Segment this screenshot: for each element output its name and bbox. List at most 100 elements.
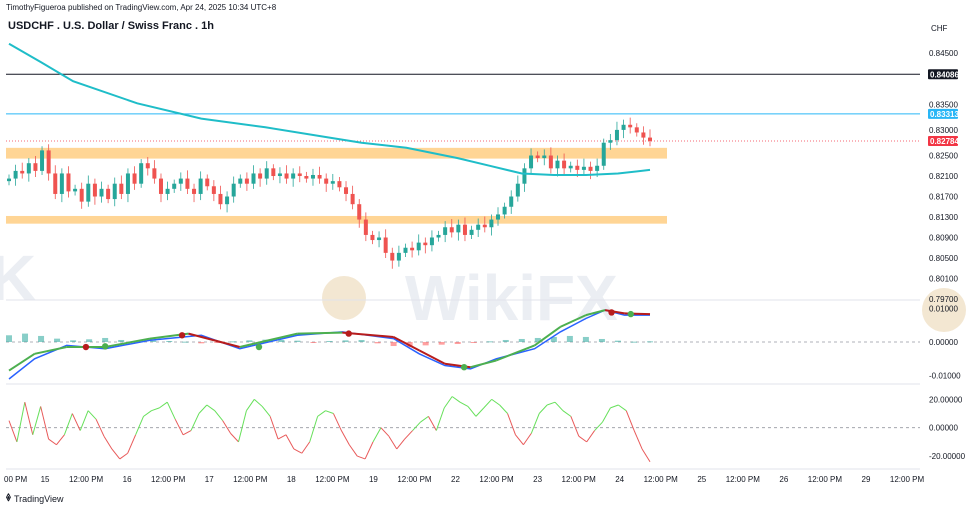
oscillator-segment	[151, 407, 160, 412]
moving-average-line	[8, 42, 651, 176]
oscillator-segment	[538, 404, 548, 414]
oscillator-segment	[459, 401, 469, 407]
tradingview-footer[interactable]: 🞠 TradingView	[6, 493, 64, 504]
macd-line	[8, 309, 650, 380]
oscillator-segment	[451, 396, 461, 403]
macd-histogram-bar	[118, 339, 125, 342]
oscillator-segment	[554, 401, 564, 412]
time-axis-tick: 15	[41, 475, 50, 484]
candle	[40, 146, 45, 175]
candle	[277, 167, 282, 184]
oscillator-segment	[475, 407, 485, 417]
candle	[244, 172, 249, 191]
oscillator-segment	[594, 421, 603, 431]
macd-signal-segment	[239, 332, 298, 348]
macd-histogram-bar	[246, 340, 253, 342]
macd-signal-segment	[559, 314, 587, 328]
time-axis-tick: 12:00 PM	[726, 475, 761, 484]
macd-histogram-bar	[182, 341, 189, 343]
candle	[423, 237, 428, 254]
oscillator-segment	[317, 410, 326, 417]
currency-label: CHF	[931, 24, 948, 33]
oscillator-segment	[348, 444, 358, 457]
time-axis: 00 PM 15 12:00 PM 16 12:00 PM 17 12:00 PM 18 12:…	[4, 468, 925, 484]
candle	[211, 180, 216, 202]
oscillator-segment	[618, 404, 627, 412]
time-axis-tick: 12:00 PM	[808, 475, 843, 484]
macd-signal-segment	[104, 337, 151, 348]
candle	[436, 230, 441, 242]
oscillator-segment	[507, 413, 516, 435]
candle	[363, 212, 368, 242]
candle	[337, 177, 342, 192]
macd-signal-segment	[418, 349, 446, 365]
candle	[132, 166, 137, 190]
oscillator-segment	[562, 410, 572, 417]
oscillator-segment	[396, 438, 406, 450]
support-resistance-zone	[6, 147, 667, 159]
oscillator-segment	[214, 410, 224, 421]
macd-histogram-bar	[198, 342, 205, 344]
time-axis-tick: 12:00 PM	[644, 475, 679, 484]
candle	[73, 184, 78, 196]
time-axis-tick: 12:00 PM	[69, 475, 104, 484]
candle	[20, 162, 25, 179]
candle	[489, 214, 494, 236]
macd-histogram-bar	[214, 342, 221, 344]
oscillator-segment	[641, 448, 651, 463]
candle	[59, 168, 64, 203]
oscillator-segment	[515, 434, 524, 446]
oscillator-segment	[325, 410, 334, 414]
time-axis-tick: 24	[615, 475, 624, 484]
oscillator-segment	[48, 438, 57, 446]
oscillator-axis-tick: -20.00000	[929, 452, 966, 461]
candle	[383, 229, 388, 258]
oscillator-segment	[63, 413, 73, 435]
macd-histogram-bar	[326, 340, 333, 342]
candle	[251, 165, 256, 189]
macd-histogram-bar	[342, 340, 349, 342]
oscillator-segment	[159, 401, 168, 409]
candle	[648, 129, 652, 147]
oscillator-segment	[293, 448, 303, 454]
oscillator-segment	[253, 398, 263, 407]
candle	[410, 241, 415, 258]
candle	[456, 219, 461, 241]
candle	[13, 164, 18, 186]
oscillator-segment	[182, 430, 192, 436]
candle	[416, 234, 421, 256]
candle	[443, 221, 448, 243]
oscillator-segment	[633, 430, 643, 450]
candle	[304, 171, 309, 183]
macd-histogram-bar	[614, 340, 621, 342]
oscillator-segment	[32, 406, 42, 435]
time-axis-tick: 00 PM	[4, 475, 27, 484]
oscillator-segment	[610, 404, 619, 409]
oscillator-segment	[143, 410, 152, 417]
price-tag: 0.84086	[928, 69, 959, 80]
oscillator-segment	[79, 410, 89, 431]
oscillator-segment	[87, 410, 97, 420]
price-tag: 0.83313	[928, 108, 959, 119]
oscillator-segment	[24, 402, 34, 435]
macd-signal-segment	[534, 326, 561, 347]
oscillator-segment	[404, 430, 413, 440]
candle	[502, 202, 507, 219]
tradingview-logo-icon: 🞠	[6, 493, 11, 504]
macd-signal-segment	[393, 336, 420, 352]
macd-histogram-bar	[150, 340, 157, 342]
candle	[555, 155, 560, 177]
macd-histogram-bar	[630, 341, 637, 343]
time-axis-tick: 12:00 PM	[890, 475, 925, 484]
candle	[317, 166, 322, 184]
oscillator-pane: 20.00000 0.00000 -20.00000	[6, 395, 966, 463]
candle	[429, 230, 434, 252]
candle	[258, 168, 263, 187]
candle	[79, 182, 84, 209]
candle	[601, 138, 606, 170]
candle	[185, 170, 190, 194]
price-axis-tick: 0.80900	[929, 233, 958, 242]
candle	[284, 165, 289, 184]
candle	[33, 156, 38, 178]
